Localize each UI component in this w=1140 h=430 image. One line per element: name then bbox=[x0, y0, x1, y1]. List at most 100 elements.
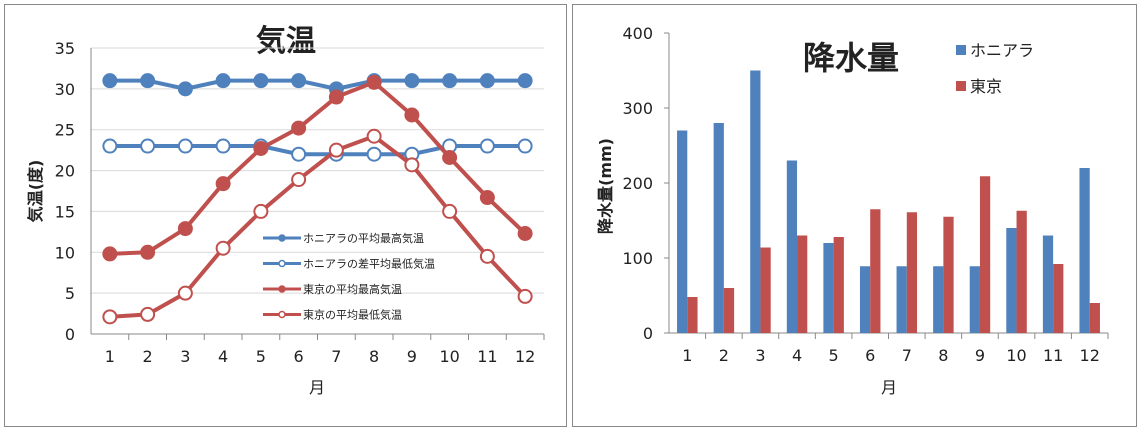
bar bbox=[786, 160, 798, 333]
y-tick-label: 5 bbox=[65, 284, 75, 303]
data-point bbox=[517, 73, 533, 89]
data-point bbox=[215, 138, 231, 154]
data-point bbox=[215, 176, 231, 192]
legend-label: ホニアラの差平均最低気温 bbox=[303, 257, 435, 271]
y-axis-label: 気温(度) bbox=[26, 160, 45, 223]
series-line bbox=[109, 78, 526, 91]
x-tick-label: 7 bbox=[331, 347, 341, 366]
y-tick-label: 200 bbox=[622, 174, 653, 193]
x-tick-label: 12 bbox=[1080, 346, 1100, 365]
bar bbox=[933, 266, 944, 333]
data-point bbox=[442, 73, 458, 89]
x-tick-label: 9 bbox=[975, 346, 985, 365]
data-point bbox=[177, 138, 193, 154]
y-tick-label: 20 bbox=[55, 162, 75, 181]
bar bbox=[1006, 228, 1017, 333]
bar bbox=[969, 266, 980, 333]
x-tick-label: 10 bbox=[1006, 346, 1026, 365]
data-point bbox=[102, 138, 118, 154]
bar bbox=[943, 216, 954, 333]
y-tick-label: 30 bbox=[55, 80, 75, 99]
temperature-chart-panel: 気温 月 気温(度) 0 5 10 15 20 25 30 35 1 2 3 4 5 6 7 8 9 10 11 12… bbox=[4, 4, 567, 427]
legend-marker bbox=[278, 259, 286, 268]
series-line bbox=[109, 144, 526, 157]
data-point bbox=[366, 128, 382, 144]
legend-label: 東京 bbox=[970, 77, 1002, 96]
data-point bbox=[479, 190, 495, 206]
data-point bbox=[140, 244, 156, 260]
data-point bbox=[253, 141, 269, 157]
x-tick-label: 12 bbox=[515, 347, 535, 366]
data-point bbox=[291, 120, 307, 136]
bar bbox=[1016, 210, 1027, 333]
data-point bbox=[215, 73, 231, 89]
data-point bbox=[404, 73, 420, 89]
data-point bbox=[253, 73, 269, 89]
data-point bbox=[442, 149, 458, 165]
bar bbox=[1042, 235, 1054, 333]
x-tick-label: 6 bbox=[865, 346, 875, 365]
legend-marker bbox=[278, 285, 286, 293]
bar bbox=[896, 266, 907, 333]
data-point bbox=[177, 81, 193, 97]
data-point bbox=[102, 246, 118, 262]
legend-swatch bbox=[956, 45, 966, 55]
y-tick-label: 300 bbox=[622, 99, 653, 118]
data-point bbox=[479, 248, 495, 264]
x-tick-label: 8 bbox=[938, 346, 948, 365]
data-point bbox=[291, 172, 307, 188]
bar bbox=[859, 266, 871, 333]
data-point bbox=[404, 107, 420, 123]
legend-marker bbox=[278, 234, 286, 242]
data-point bbox=[291, 146, 307, 162]
x-tick-label: 8 bbox=[369, 347, 379, 366]
legend-label: ホニアラ bbox=[970, 41, 1034, 60]
bar bbox=[677, 130, 688, 333]
y-tick-label: 35 bbox=[55, 39, 75, 58]
x-tick-label: 9 bbox=[407, 347, 417, 366]
x-tick-label: 4 bbox=[792, 346, 802, 365]
x-tick-label: 5 bbox=[829, 346, 839, 365]
x-axis-label: 月 bbox=[309, 378, 325, 397]
y-tick-label: 25 bbox=[55, 121, 75, 140]
data-point bbox=[517, 138, 533, 154]
y-tick-label: 100 bbox=[622, 249, 653, 268]
legend-label: ホニアラの平均最高気温 bbox=[303, 231, 424, 245]
data-point bbox=[177, 285, 193, 301]
x-tick-label: 11 bbox=[477, 347, 497, 366]
x-tick-label: 11 bbox=[1043, 346, 1063, 365]
data-point bbox=[328, 89, 344, 105]
data-point bbox=[140, 306, 156, 322]
x-axis-label: 月 bbox=[881, 378, 897, 397]
bar bbox=[797, 235, 808, 333]
x-tick-label: 6 bbox=[294, 347, 304, 366]
data-point bbox=[366, 146, 382, 162]
data-point bbox=[404, 157, 420, 173]
x-tick-label: 2 bbox=[143, 347, 153, 366]
data-point bbox=[479, 138, 495, 154]
x-tick-label: 3 bbox=[180, 347, 190, 366]
legend-label: 東京の平均最高気温 bbox=[303, 282, 402, 296]
data-point bbox=[102, 309, 118, 325]
y-axis-label: 降水量(mm) bbox=[596, 138, 615, 234]
bar bbox=[750, 70, 761, 333]
data-point bbox=[517, 225, 533, 241]
bar bbox=[979, 176, 991, 333]
x-tick-label: 4 bbox=[218, 347, 228, 366]
data-point bbox=[366, 74, 382, 90]
legend-marker bbox=[278, 310, 286, 319]
x-tick-label: 3 bbox=[755, 346, 765, 365]
y-tick-label: 15 bbox=[55, 202, 75, 221]
bar bbox=[1079, 168, 1090, 333]
y-tick-label: 0 bbox=[65, 325, 75, 344]
data-point bbox=[479, 73, 495, 89]
legend-swatch bbox=[956, 81, 966, 91]
x-tick-label: 5 bbox=[256, 347, 266, 366]
data-point bbox=[517, 288, 533, 304]
x-tick-label: 10 bbox=[439, 347, 459, 366]
x-tick-label: 1 bbox=[105, 347, 115, 366]
bar bbox=[713, 123, 724, 333]
chart-title: 気温 bbox=[256, 24, 316, 59]
